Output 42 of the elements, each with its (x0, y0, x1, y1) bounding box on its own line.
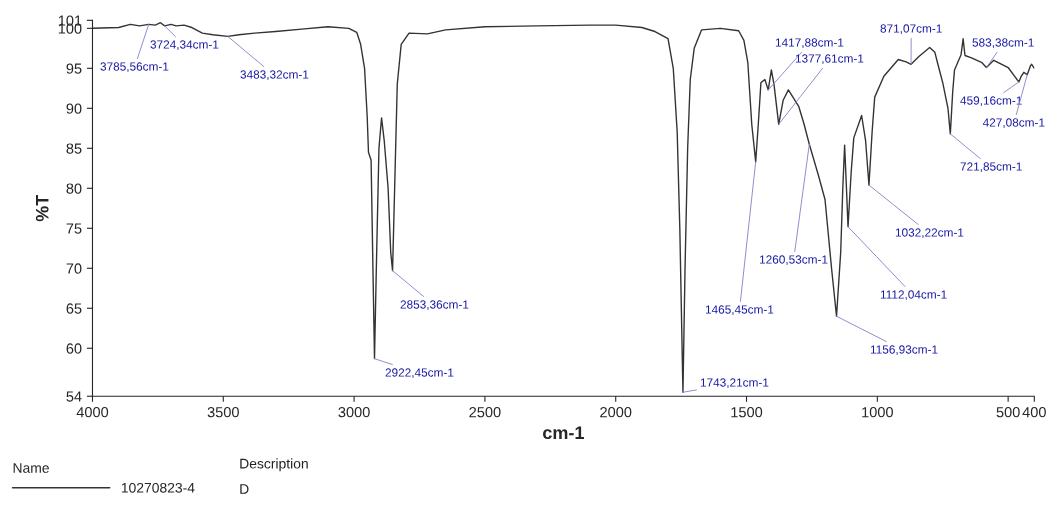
annotation: 1377,61cm-1 (795, 54, 864, 65)
y-tick-label: 90 (66, 103, 82, 114)
annotation: 583,38cm-1 (972, 38, 1034, 49)
annotation: 1743,21cm-1 (700, 378, 769, 389)
y-tick-label: 75 (66, 223, 82, 234)
annotation: 1260,53cm-1 (760, 255, 828, 266)
x-tick-label: 3500 (207, 407, 239, 418)
annotation: 1156,93cm-1 (870, 345, 938, 356)
text: D (240, 484, 249, 494)
x-tick-label: 1000 (862, 407, 893, 418)
x-tick-label: 1500 (731, 407, 763, 418)
annotation: 1032,22cm-1 (895, 228, 964, 239)
x-axis-title: cm-1 (543, 426, 584, 440)
annotation: 1417,88cm-1 (775, 38, 844, 49)
legend-title: Name (13, 463, 49, 473)
x-tick-label: 2500 (469, 407, 501, 418)
x-tick-label: 3000 (338, 407, 370, 418)
y-axis-title: %T (35, 194, 49, 222)
y-tick-label: 95 (66, 63, 82, 74)
annotation: 871,07cm-1 (880, 24, 942, 35)
text: 10270823-4 (121, 482, 195, 493)
annotation: 3483,32cm-1 (240, 70, 309, 81)
y-tick-label: 85 (66, 143, 82, 154)
y-tick-label: 65 (66, 303, 82, 314)
x-tick-label: 500 (996, 407, 1020, 418)
annotation: 3724,34cm-1 (150, 40, 219, 51)
annotation: 427,08cm-1 (982, 118, 1045, 129)
annotation: 1465,45cm-1 (705, 305, 774, 316)
text: Description (240, 458, 308, 472)
x-tick-label: 4000 (76, 407, 109, 418)
y-tick-label: 54 (66, 391, 82, 402)
y-tick-label: 80 (66, 183, 82, 194)
x-tick-label: 2000 (600, 407, 632, 418)
y-tick-label: 60 (66, 343, 82, 354)
annotation: 459,16cm-1 (960, 96, 1022, 107)
annotation: 2922,45cm-1 (385, 368, 454, 379)
annotation: 2853,36cm-1 (400, 300, 469, 311)
annotation: 1112,04cm-1 (880, 290, 947, 301)
x-tick-label: 400 (1022, 407, 1046, 418)
annotation: 3785,56cm-1 (100, 62, 169, 73)
annotation: 721,85cm-1 (960, 162, 1022, 173)
y-tick-label: 70 (66, 263, 82, 274)
